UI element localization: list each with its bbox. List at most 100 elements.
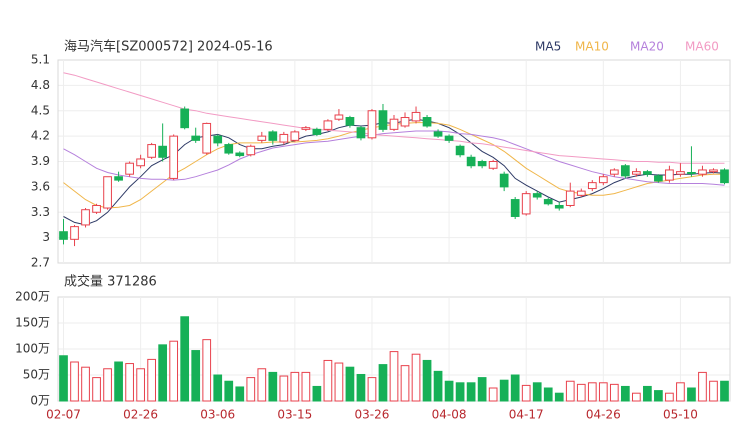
- volume-bar: [709, 380, 718, 402]
- volume-title: 成交量 371286: [64, 274, 157, 290]
- candle-body: [422, 117, 432, 127]
- volume-bar: [543, 387, 553, 402]
- candle-body: [720, 169, 729, 184]
- volume-bar: [81, 366, 90, 402]
- candle-body: [499, 173, 509, 188]
- volume-bar: [720, 380, 729, 402]
- candle-body: [510, 199, 520, 217]
- candle-body: [180, 108, 190, 129]
- candle-body: [202, 122, 212, 154]
- candle-body: [643, 171, 652, 175]
- volume-bar: [389, 351, 399, 402]
- candle-body: [191, 135, 201, 141]
- volume-bar: [334, 362, 344, 402]
- y-tick-label: 3.9: [31, 154, 50, 168]
- y-tick-label: 3.3: [31, 205, 50, 219]
- candle-body: [554, 204, 564, 209]
- candle-body: [158, 145, 168, 158]
- candle-body: [367, 110, 377, 139]
- candle-body: [301, 127, 311, 130]
- candle-body: [345, 117, 355, 126]
- candle-body: [620, 165, 630, 177]
- legend-label: MA20: [630, 40, 664, 54]
- volume-bar: [665, 392, 674, 402]
- x-tick-label: 03-15: [277, 408, 312, 422]
- candle-body: [224, 144, 234, 154]
- volume-bar: [213, 374, 223, 402]
- candle-body: [290, 131, 300, 141]
- y-tick-label: 4.5: [31, 103, 50, 117]
- volume-bar: [356, 373, 366, 402]
- x-tick-label: 04-26: [586, 408, 621, 422]
- y-tick-label: 2.7: [31, 256, 50, 270]
- candle-body: [136, 158, 145, 167]
- volume-bar: [136, 368, 145, 402]
- y-tick-label: 0万: [30, 394, 50, 408]
- volume-bar: [565, 380, 575, 402]
- candle-body: [356, 127, 366, 139]
- candle-body: [114, 176, 123, 181]
- volume-bar: [620, 385, 630, 402]
- volume-bar: [70, 361, 79, 402]
- candle-body: [246, 145, 256, 156]
- candle-body: [70, 226, 79, 240]
- volume-bar: [444, 380, 454, 402]
- y-tick-label: 100万: [15, 342, 50, 356]
- candle-body: [433, 131, 443, 137]
- volume-bar: [191, 350, 201, 402]
- volume-bar: [499, 379, 509, 402]
- ma-line: [63, 72, 725, 164]
- candle-body: [698, 169, 707, 175]
- x-tick-label: 03-26: [355, 408, 390, 422]
- volume-bar: [59, 355, 68, 402]
- volume-bar: [323, 359, 333, 402]
- candle-body: [400, 117, 410, 127]
- volume-bar: [554, 392, 564, 402]
- volume-bar: [411, 353, 421, 402]
- y-tick-label: 4.2: [31, 129, 50, 143]
- volume-bar: [169, 340, 179, 402]
- volume-bar: [510, 374, 520, 402]
- volume-bar: [235, 386, 245, 402]
- volume-bar: [654, 390, 663, 402]
- volume-bar: [301, 371, 311, 402]
- y-tick-label: 200万: [15, 290, 50, 304]
- candle-body: [169, 135, 179, 179]
- volume-bar: [378, 364, 388, 402]
- candle-body: [488, 161, 498, 169]
- volume-bar: [466, 382, 476, 402]
- candle-body: [235, 152, 245, 157]
- volume-bar: [687, 387, 696, 402]
- candle-body: [609, 169, 619, 175]
- volume-bar: [345, 366, 355, 402]
- candle-body: [477, 161, 487, 167]
- candle-body: [521, 193, 531, 215]
- y-tick-label: 5.1: [31, 53, 50, 67]
- candle-body: [213, 135, 223, 144]
- volume-bar: [587, 382, 597, 402]
- volume-bar: [224, 380, 234, 402]
- volume-bar: [114, 361, 123, 402]
- candle-body: [411, 111, 421, 122]
- volume-bar: [433, 370, 443, 402]
- volume-bar: [257, 368, 267, 402]
- volume-bar: [202, 339, 212, 402]
- candle-body: [632, 171, 641, 175]
- volume-bar: [246, 377, 256, 402]
- candle-body: [455, 145, 465, 156]
- candle-body: [389, 118, 399, 130]
- y-tick-label: 150万: [15, 316, 50, 330]
- candle-body: [334, 114, 344, 120]
- x-tick-label: 04-08: [432, 408, 467, 422]
- legend-label: MA60: [685, 40, 719, 54]
- y-tick-label: 3.6: [31, 179, 50, 193]
- volume-bar: [312, 385, 322, 402]
- chart-title: 海马汽车[SZ000572] 2024-05-16: [64, 39, 273, 55]
- candle-body: [444, 135, 454, 141]
- volume-bar: [290, 371, 300, 402]
- candle-body: [268, 131, 278, 141]
- volume-bar: [422, 359, 432, 402]
- x-tick-label: 04-17: [509, 408, 544, 422]
- candle-body: [125, 162, 134, 175]
